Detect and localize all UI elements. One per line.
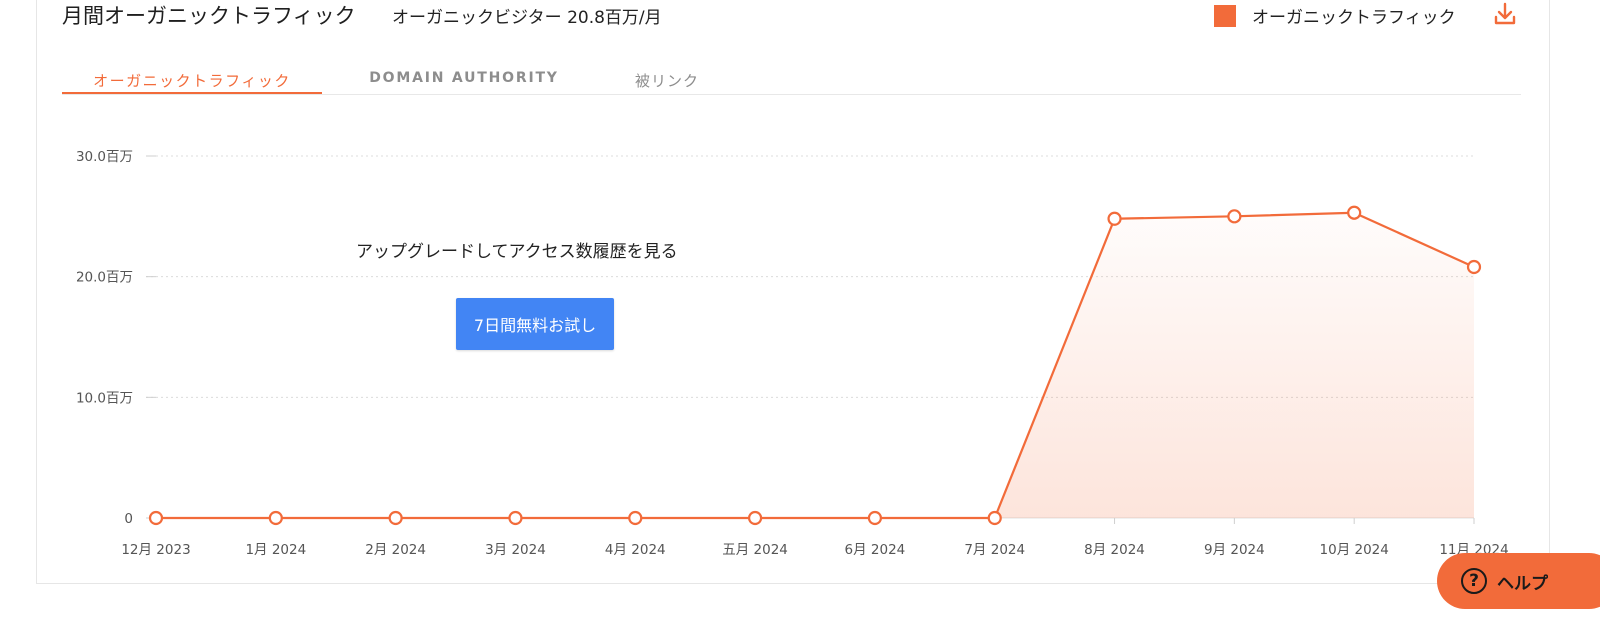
x-tick-label: 7月 2024 <box>964 542 1025 558</box>
data-point[interactable] <box>987 510 1002 526</box>
x-tick-label: 10月 2024 <box>1320 542 1389 558</box>
x-tick-label: 9月 2024 <box>1204 542 1265 558</box>
download-icon[interactable] <box>1493 1 1517 27</box>
organic-visitors-summary: オーガニックビジター 20.8百万/月 <box>392 8 662 28</box>
chart-legend[interactable]: オーガニックトラフィック <box>1214 3 1456 28</box>
legend-label: オーガニックトラフィック <box>1252 8 1456 28</box>
x-tick-label: 8月 2024 <box>1084 542 1145 558</box>
tab-backlinks[interactable]: 被リンク <box>634 72 699 90</box>
data-point[interactable] <box>1107 211 1122 226</box>
data-point[interactable] <box>867 510 883 526</box>
tab-organic-traffic[interactable]: オーガニックトラフィック <box>62 70 322 94</box>
y-tick-label: 20.0百万 <box>76 270 133 286</box>
data-point[interactable] <box>628 510 643 526</box>
data-point[interactable] <box>747 510 763 526</box>
data-point[interactable] <box>1347 205 1362 220</box>
y-tick-label: 0 <box>124 511 133 527</box>
upgrade-message: アップグレードしてアクセス数履歴を見る <box>356 242 678 262</box>
y-tick-label: 10.0百万 <box>76 390 133 406</box>
y-tick-label: 30.0百万 <box>76 149 133 165</box>
tab-domain-authority[interactable]: DOMAIN AUTHORITY <box>369 70 559 86</box>
question-icon: ? <box>1461 568 1487 594</box>
series-area <box>156 212 1474 519</box>
data-point[interactable] <box>1227 209 1242 224</box>
x-tick-label: 3月 2024 <box>485 542 546 558</box>
data-point[interactable] <box>388 510 403 526</box>
x-tick-label: 五月 2024 <box>722 542 788 558</box>
free-trial-button[interactable]: 7日間無料お試し <box>456 298 614 350</box>
help-label: ヘルプ <box>1497 573 1548 594</box>
metric-tabs: オーガニックトラフィック DOMAIN AUTHORITY 被リンク <box>62 62 1521 95</box>
x-tick-label: 12月 2023 <box>121 542 190 558</box>
help-button[interactable]: ? ヘルプ <box>1437 553 1600 609</box>
data-point[interactable] <box>268 510 283 526</box>
x-tick-label: 2月 2024 <box>365 542 426 558</box>
legend-swatch <box>1214 4 1236 27</box>
x-tick-label: 6月 2024 <box>845 542 906 558</box>
series-line <box>156 211 1475 520</box>
data-point[interactable] <box>1466 259 1482 275</box>
x-tick-label: 1月 2024 <box>245 542 306 558</box>
chart-title: 月間オーガニックトラフィック <box>62 4 356 28</box>
x-tick-label: 4月 2024 <box>605 542 666 558</box>
data-point[interactable] <box>148 510 164 526</box>
data-point[interactable] <box>508 510 523 526</box>
